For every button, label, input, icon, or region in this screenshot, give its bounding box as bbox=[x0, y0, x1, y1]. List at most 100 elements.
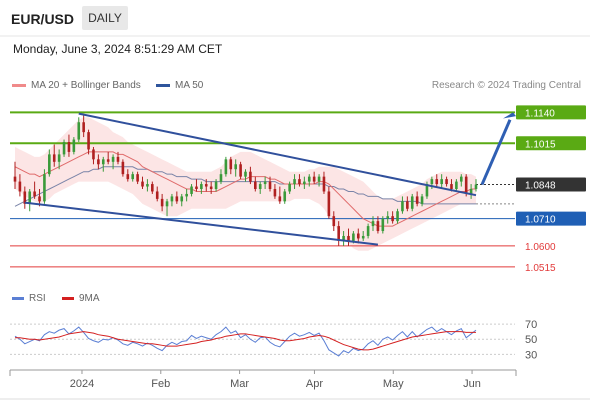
candle-body-30 bbox=[160, 198, 164, 207]
candle-body-62 bbox=[317, 176, 321, 182]
candle-body-92 bbox=[464, 176, 468, 194]
candle-body-15 bbox=[87, 132, 90, 150]
candle-body-51 bbox=[263, 181, 267, 185]
candle-body-90 bbox=[455, 181, 458, 189]
level-label-5: 1.0515 bbox=[525, 263, 556, 274]
credit-text: Research © 2024 Trading Central bbox=[431, 80, 581, 91]
candle-body-73 bbox=[371, 221, 375, 227]
candle-body-20 bbox=[111, 156, 115, 162]
candle-body-85 bbox=[430, 179, 434, 185]
x-tick-label-0: 2024 bbox=[70, 378, 94, 390]
upper-trendline bbox=[78, 112, 477, 197]
candle-body-2 bbox=[23, 191, 27, 204]
level-tag-1 bbox=[516, 136, 586, 151]
legend-ma50: MA 50 bbox=[156, 80, 203, 91]
candle-body-91 bbox=[459, 176, 463, 182]
candle-body-53 bbox=[273, 189, 277, 197]
timestamp: Monday, June 3, 2024 8:51:29 AM CET bbox=[13, 42, 223, 56]
candle-body-93 bbox=[469, 189, 473, 194]
candle-body-67 bbox=[342, 235, 345, 241]
level-label-1: 1.1015 bbox=[525, 139, 556, 150]
candle-body-9 bbox=[57, 154, 61, 162]
legend-ma20: MA 20 + Bollinger Bands bbox=[12, 80, 141, 91]
candle-body-84 bbox=[425, 184, 429, 197]
candle-body-26 bbox=[141, 181, 144, 187]
level-label-3: 1.0710 bbox=[525, 215, 556, 226]
candle-body-46 bbox=[239, 164, 242, 177]
candle-body-86 bbox=[435, 179, 439, 185]
candle-body-23 bbox=[126, 174, 130, 180]
legend-9ma: 9MA bbox=[62, 293, 100, 304]
timeframe-badge[interactable]: DAILY bbox=[82, 6, 128, 30]
ma50-swatch bbox=[156, 83, 170, 87]
candle-body-77 bbox=[391, 216, 394, 222]
ma9-label: 9MA bbox=[79, 293, 100, 304]
candle-body-79 bbox=[401, 201, 404, 212]
candle-body-45 bbox=[234, 164, 237, 170]
candle-body-70 bbox=[356, 233, 360, 239]
candle-body-28 bbox=[151, 184, 154, 192]
candle-body-52 bbox=[268, 181, 272, 189]
candle-body-35 bbox=[185, 193, 188, 197]
candle-body-82 bbox=[415, 196, 419, 204]
candle-body-47 bbox=[244, 171, 247, 177]
symbol-label: EUR/USD bbox=[11, 11, 75, 27]
chart-header: EUR/USD DAILY bbox=[0, 0, 590, 36]
candle-body-68 bbox=[347, 235, 350, 241]
candle-body-69 bbox=[352, 233, 355, 241]
level-tag-3 bbox=[516, 211, 586, 226]
candle-body-43 bbox=[224, 159, 228, 175]
candle-body-42 bbox=[219, 174, 223, 182]
candle-body-3 bbox=[28, 191, 32, 204]
candle-body-14 bbox=[82, 122, 85, 133]
candle-body-33 bbox=[175, 196, 179, 202]
candle-body-11 bbox=[67, 142, 71, 152]
candle-body-25 bbox=[136, 174, 139, 182]
candle-body-0 bbox=[13, 176, 17, 182]
candle-body-8 bbox=[52, 154, 56, 162]
candle-body-18 bbox=[101, 159, 105, 165]
candle-body-44 bbox=[229, 159, 233, 170]
candle-body-29 bbox=[155, 191, 159, 199]
candle-body-71 bbox=[361, 235, 365, 239]
candle-body-16 bbox=[92, 149, 95, 160]
candle-body-4 bbox=[33, 191, 36, 197]
candle-body-66 bbox=[337, 226, 340, 241]
candle-body-54 bbox=[278, 196, 282, 202]
candle-body-64 bbox=[327, 191, 331, 217]
candle-body-48 bbox=[249, 171, 252, 182]
candle-body-1 bbox=[18, 181, 22, 192]
candle-body-72 bbox=[366, 226, 370, 236]
candle-body-34 bbox=[180, 196, 184, 202]
candle-body-81 bbox=[410, 196, 414, 209]
rsi-tick-0: 70 bbox=[525, 319, 537, 331]
candle-body-55 bbox=[283, 191, 287, 202]
candle-body-36 bbox=[190, 186, 193, 194]
candle-body-83 bbox=[420, 196, 424, 204]
candle-body-88 bbox=[445, 179, 448, 185]
x-tick-label-1: Feb bbox=[151, 378, 170, 390]
rsi-swatch bbox=[12, 296, 24, 300]
level-tag-2 bbox=[516, 177, 586, 192]
candle-body-40 bbox=[209, 186, 213, 189]
x-tick-label-4: May bbox=[383, 378, 404, 390]
rsi-label: RSI bbox=[29, 293, 46, 304]
candle-body-56 bbox=[288, 184, 291, 192]
ma50-label: MA 50 bbox=[175, 80, 204, 91]
rsi-tick-1: 50 bbox=[525, 334, 537, 346]
bollinger-band-fill bbox=[15, 117, 476, 251]
candle-body-89 bbox=[450, 184, 453, 189]
candle-body-6 bbox=[43, 174, 46, 202]
candle-body-60 bbox=[307, 176, 311, 182]
ma20-swatch bbox=[12, 83, 26, 87]
candle-body-61 bbox=[312, 176, 316, 182]
lower-trendline bbox=[24, 201, 379, 246]
legend-rsi: RSI bbox=[12, 293, 46, 304]
ma9-swatch bbox=[62, 296, 74, 300]
level-label-4: 1.0600 bbox=[525, 242, 556, 253]
candle-body-78 bbox=[396, 211, 399, 222]
projection-arrow-shaft bbox=[480, 119, 512, 186]
candle-body-38 bbox=[200, 184, 203, 189]
candle-body-13 bbox=[77, 122, 81, 140]
